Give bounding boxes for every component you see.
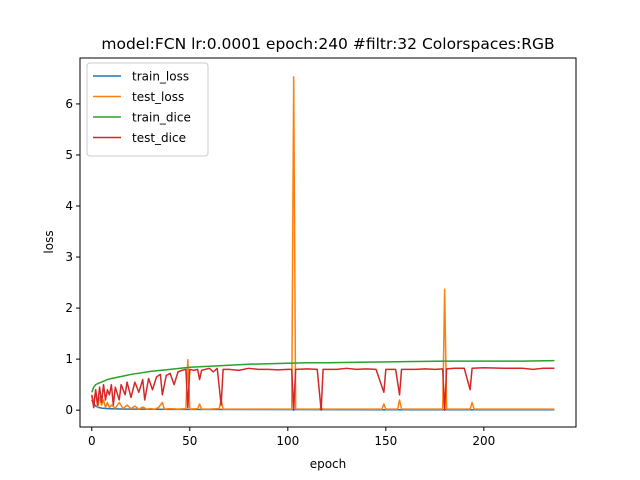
- y-tick-label: 1: [65, 352, 73, 366]
- plot-lines: [91, 76, 555, 411]
- y-tick-label: 2: [65, 301, 73, 315]
- x-tick-label: 200: [472, 434, 495, 448]
- y-tick-label: 0: [65, 403, 73, 417]
- x-tick-label: 0: [88, 434, 96, 448]
- chart-title: model:FCN lr:0.0001 epoch:240 #filtr:32 …: [101, 35, 554, 53]
- series-line-test-loss: [91, 76, 555, 410]
- plot-frame: [79, 57, 577, 428]
- x-axis-label: epoch: [310, 457, 347, 471]
- y-axis-label: loss: [42, 230, 56, 253]
- y-tick-label: 6: [65, 97, 73, 111]
- y-axis: 0 1 2 3 4 5 6: [65, 97, 80, 417]
- y-tick-label: 3: [65, 250, 73, 264]
- x-tick-label: 50: [182, 434, 197, 448]
- legend: train_loss test_loss train_dice test_dice: [86, 62, 209, 157]
- series-line-test-dice: [91, 367, 555, 411]
- y-tick-label: 4: [65, 199, 73, 213]
- x-tick-label: 150: [374, 434, 397, 448]
- x-axis: 0 50 100 150 200: [88, 427, 495, 448]
- series-line-train-dice: [91, 359, 555, 393]
- legend-label-test-loss: test_loss: [132, 90, 184, 104]
- legend-label-test-dice: test_dice: [132, 131, 186, 145]
- legend-frame: [86, 62, 209, 157]
- legend-label-train-dice: train_dice: [132, 111, 191, 125]
- y-tick-label: 5: [65, 148, 73, 162]
- legend-label-train-loss: train_loss: [132, 70, 189, 84]
- x-tick-label: 100: [276, 434, 299, 448]
